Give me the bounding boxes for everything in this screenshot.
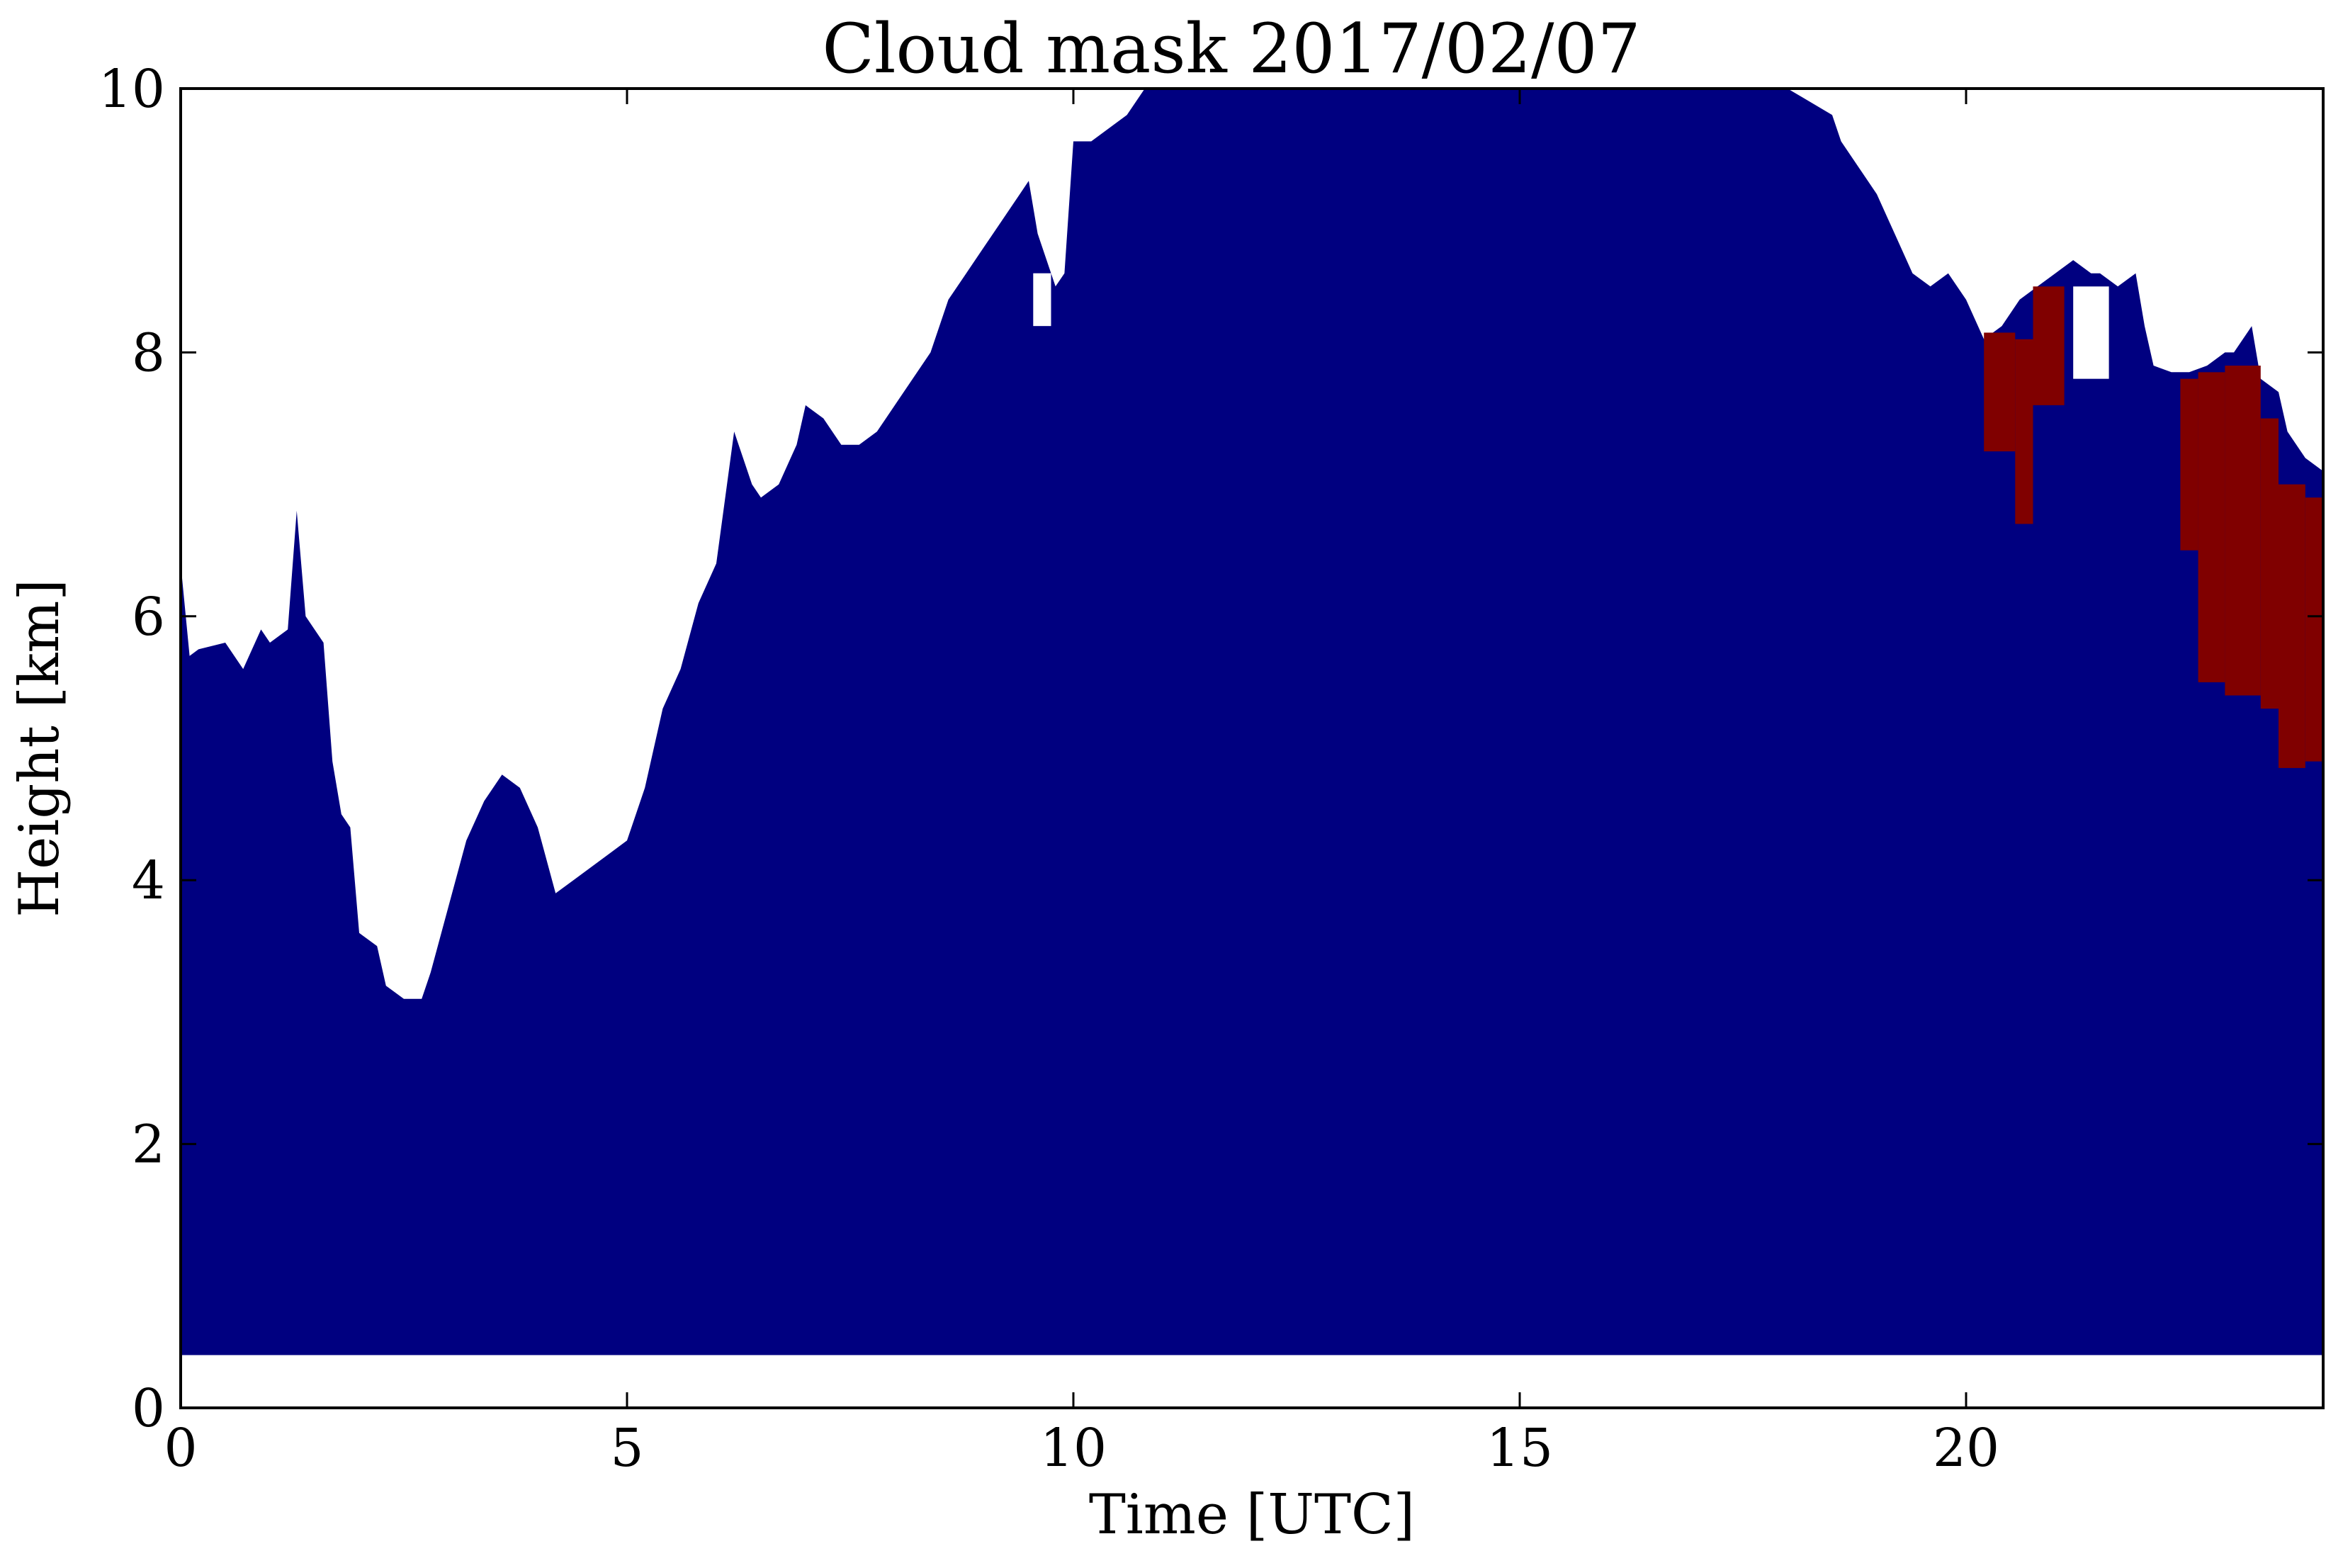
plot-frame: [179, 87, 2325, 1409]
other-region-8: [2305, 497, 2323, 762]
plot-area: [181, 89, 2323, 1355]
x-tick-label: 15: [1486, 1418, 1553, 1479]
y-tick-label: 0: [132, 1378, 165, 1439]
cloud-gap-1: [2073, 286, 2109, 379]
other-region-1: [2015, 339, 2033, 524]
x-tick-label: 0: [164, 1418, 197, 1479]
x-tick-label: 5: [610, 1418, 643, 1479]
y-tick-label: 4: [132, 850, 165, 911]
y-tick-label: 2: [132, 1115, 165, 1175]
other-region-5: [2225, 366, 2261, 696]
other-region-4: [2198, 372, 2225, 682]
y-tick-label: 10: [98, 59, 165, 120]
y-tick-label: 8: [132, 322, 165, 383]
other-region-7: [2279, 484, 2305, 768]
other-region-0: [1984, 332, 2016, 452]
x-tick-label: 20: [1933, 1418, 1999, 1479]
other-region-3: [2180, 378, 2198, 551]
other-region-6: [2260, 418, 2279, 709]
chart-title: Cloud mask 2017/02/07: [822, 9, 1640, 89]
y-axis-label: Height [km]: [8, 579, 72, 918]
x-axis-label: Time [UTC]: [1089, 1483, 1415, 1547]
cloud-gap-0: [319, 576, 364, 630]
cloud-region: [181, 89, 2323, 1355]
other-region-2: [2033, 286, 2065, 405]
axis-ticks: 0 5 10 15 20 0 2 4 6 8 10: [98, 59, 2323, 1479]
cloud-gap-2: [1033, 273, 1051, 327]
y-tick-label: 6: [132, 587, 165, 648]
x-tick-label: 10: [1040, 1418, 1107, 1479]
